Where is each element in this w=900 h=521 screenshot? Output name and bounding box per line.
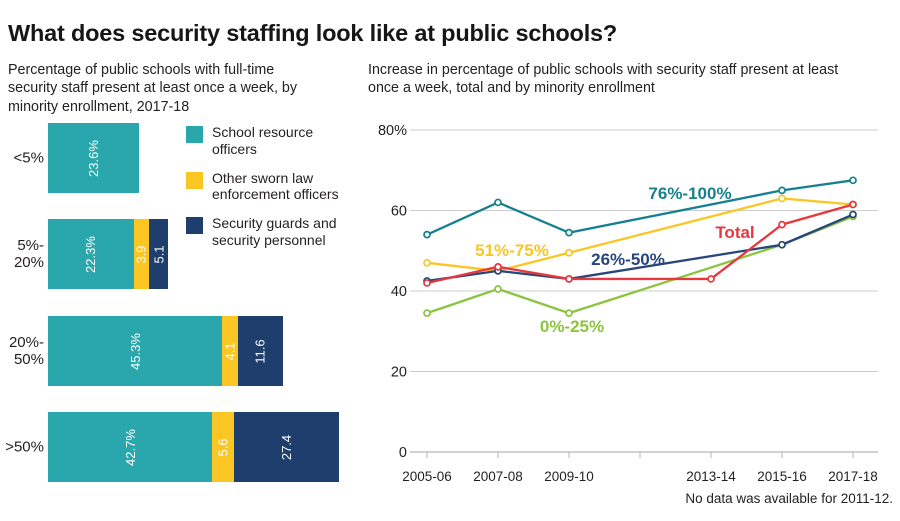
series-line-76-100: [426, 179, 854, 236]
page-title: What does security staffing look like at…: [8, 19, 618, 46]
data-point-0-25: [494, 285, 502, 293]
series-label-51-75: 51%-75%: [475, 241, 549, 260]
legend-label: Security guards and security personnel: [212, 215, 337, 248]
x-axis-label: 2015-16: [757, 469, 807, 484]
legend-swatch: [186, 126, 203, 143]
bar-segment-security-guards-and-security-personnel: 5.1: [148, 219, 169, 289]
series-label-76-100: 76%-100%: [648, 184, 731, 203]
bar-value-label: 23.6%: [85, 139, 101, 177]
y-axis-label: 40: [391, 284, 407, 300]
bar-value-label: 45.3%: [127, 332, 143, 370]
bar-row-50: >50% 42.7% 5.6 27.4: [0, 412, 370, 482]
bar-segment-other-sworn-law-enforcement-officers: 3.9: [133, 219, 149, 289]
bar-row-5: <5% 23.6%: [0, 123, 370, 193]
data-point-26-50: [849, 210, 857, 219]
data-point-total: [778, 220, 786, 229]
legend-label: Other sworn law enforcement officers: [212, 169, 339, 203]
bar-value-label: 5.1: [151, 244, 167, 264]
bar-chart: <5% 23.6% 5%- 20% 22.3% 3.9 5.1 20%- 50% 45.3% 4…: [0, 0, 370, 521]
series-line-total: [426, 203, 854, 285]
bar-value-label: 42.7%: [122, 428, 138, 466]
line-chart-subtitle: Increase in percentage of public schools…: [368, 62, 839, 97]
bar-value-label: 27.4: [279, 434, 295, 460]
bar-chart-legend: School resource officers Other sworn law …: [186, 124, 366, 261]
bar-segments: 45.3% 4.1 11.6: [48, 316, 283, 386]
bar-segments: 23.6%: [48, 123, 139, 193]
bar-segment-school-resource-officers: 42.7%: [48, 412, 213, 482]
data-point-total: [565, 275, 573, 283]
bar-value-label: 11.6: [253, 338, 268, 364]
data-point-total: [494, 263, 502, 271]
bar-segment-security-guards-and-security-personnel: 11.6: [238, 316, 283, 386]
bar-value-label: 5.6: [215, 437, 231, 457]
data-point-76-100: [423, 230, 431, 239]
bar-row-20-50: 20%- 50% 45.3% 4.1 11.6: [0, 316, 370, 386]
y-axis-label: 20: [391, 365, 407, 381]
legend-swatch: [186, 217, 203, 235]
y-axis-label: 0: [399, 445, 407, 461]
bar-segment-other-sworn-law-enforcement-officers: 5.6: [212, 412, 234, 482]
data-point-total: [423, 279, 431, 287]
data-point-0-25: [565, 309, 573, 317]
x-axis-label: 2005-06: [402, 469, 452, 484]
chart-footnote: No data was available for 2011-12.: [685, 491, 893, 506]
data-point-76-100: [849, 176, 857, 185]
bar-value-label: 22.3%: [83, 235, 99, 273]
y-axis-label: 60: [391, 204, 407, 220]
y-axis-label: 80%: [378, 123, 407, 139]
data-point-76-100: [778, 186, 786, 195]
series-label-0-25: 0%-25%: [540, 317, 604, 336]
legend-label: School resource officers: [212, 124, 314, 157]
x-axis-label: 2009-10: [544, 469, 594, 484]
legend-swatch: [186, 171, 203, 189]
bar-category-label: 5%- 20%: [13, 236, 44, 271]
data-point-51-75: [423, 258, 431, 267]
data-point-76-100: [565, 228, 573, 237]
bar-segment-security-guards-and-security-personnel: 27.4: [233, 412, 340, 482]
x-axis-label: 2013-14: [686, 469, 736, 484]
legend-item-other-sworn-law-enforcement-officers: Other sworn law enforcement officers: [186, 170, 366, 204]
x-axis-label: 2007-08: [473, 469, 523, 484]
bar-category-label: >50%: [5, 438, 44, 456]
bar-chart-subtitle: Percentage of public schools with full-t…: [8, 62, 298, 115]
x-axis-label: 2017-18: [828, 469, 878, 484]
data-point-26-50: [778, 240, 786, 249]
data-point-51-75: [565, 248, 573, 257]
bar-row-5-20: 5%- 20% 22.3% 3.9 5.1: [0, 219, 370, 289]
bar-segment-school-resource-officers: 22.3%: [48, 219, 134, 289]
data-point-total: [707, 275, 715, 283]
bar-segment-other-sworn-law-enforcement-officers: 4.1: [222, 316, 239, 386]
data-point-51-75: [778, 194, 786, 203]
series-label-26-50: 26%-50%: [591, 250, 665, 269]
bar-segments: 42.7% 5.6 27.4: [48, 412, 340, 482]
data-point-0-25: [423, 309, 431, 317]
bar-category-label: 20%- 50%: [8, 333, 44, 368]
series-label-total: Total: [715, 223, 754, 242]
line-chart: 0 20 40 60 80% 2005-06 2007-08 2009-10 2013-14 20…: [378, 123, 878, 484]
bar-value-label: 4.1: [222, 341, 238, 361]
data-point-total: [849, 200, 857, 209]
bar-segment-school-resource-officers: 45.3%: [48, 316, 223, 386]
legend-item-security-guards-and-security-personnel: Security guards and security personnel: [186, 215, 366, 249]
bar-segment-school-resource-officers: 23.6%: [48, 123, 139, 193]
data-point-76-100: [494, 198, 502, 207]
bar-segments: 22.3% 3.9 5.1: [48, 219, 169, 289]
bar-category-label: <5%: [13, 149, 44, 167]
bar-value-label: 3.9: [133, 244, 149, 264]
legend-item-school-resource-officers: School resource officers: [186, 124, 366, 158]
